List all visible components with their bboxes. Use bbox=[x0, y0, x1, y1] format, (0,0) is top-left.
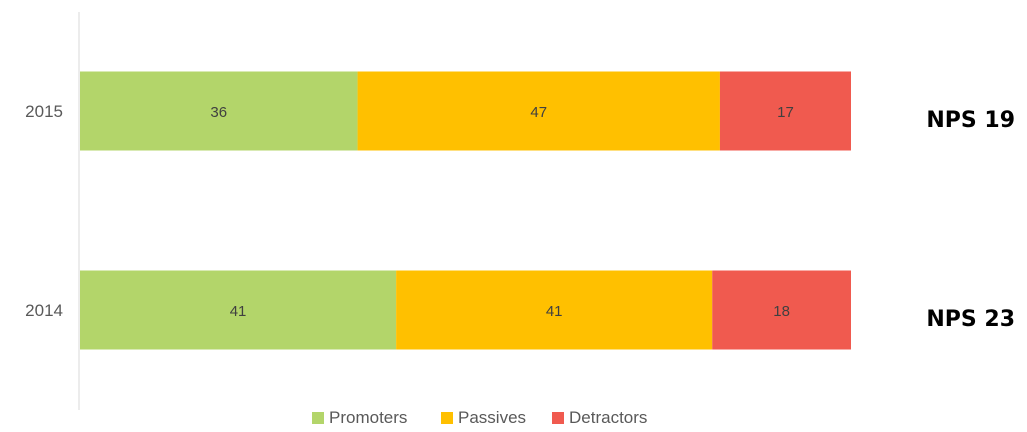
data-label-promoters-2015: 36 bbox=[210, 104, 227, 121]
bar-passives-2014 bbox=[396, 270, 713, 350]
data-label-detractors-2015: 17 bbox=[777, 104, 794, 121]
legend-swatch-detractors bbox=[552, 412, 564, 424]
bar-detractors-2015 bbox=[719, 71, 851, 151]
annotations: NPS 19 NPS 23 bbox=[926, 108, 1015, 332]
y-tick-label-2015: 2015 bbox=[25, 102, 63, 121]
legend-label-promoters: Promoters bbox=[329, 408, 407, 427]
legend-swatch-promoters bbox=[312, 412, 324, 424]
data-label-detractors-2014: 18 bbox=[773, 303, 790, 320]
legend-label-passives: Passives bbox=[458, 408, 526, 427]
y-tick-labels: 2015 2014 bbox=[25, 102, 63, 320]
nps-annotation-2015: NPS 19 bbox=[926, 108, 1015, 133]
y-tick-label-2014: 2014 bbox=[25, 301, 63, 320]
legend-swatch-passives bbox=[441, 412, 453, 424]
legend-label-detractors: Detractors bbox=[569, 408, 647, 427]
nps-annotation-2014: NPS 23 bbox=[926, 307, 1015, 332]
legend: Promoters Passives Detractors bbox=[312, 408, 647, 427]
bar-promoters-2014 bbox=[80, 270, 397, 350]
bar-detractors-2014 bbox=[712, 270, 851, 350]
bar-passives-2015 bbox=[357, 71, 720, 151]
data-label-passives-2014: 41 bbox=[546, 303, 563, 320]
bar-promoters-2015 bbox=[80, 71, 358, 151]
data-label-passives-2015: 47 bbox=[530, 104, 547, 121]
bar-group: 36 47 17 41 41 18 bbox=[80, 71, 851, 350]
data-label-promoters-2014: 41 bbox=[230, 303, 247, 320]
